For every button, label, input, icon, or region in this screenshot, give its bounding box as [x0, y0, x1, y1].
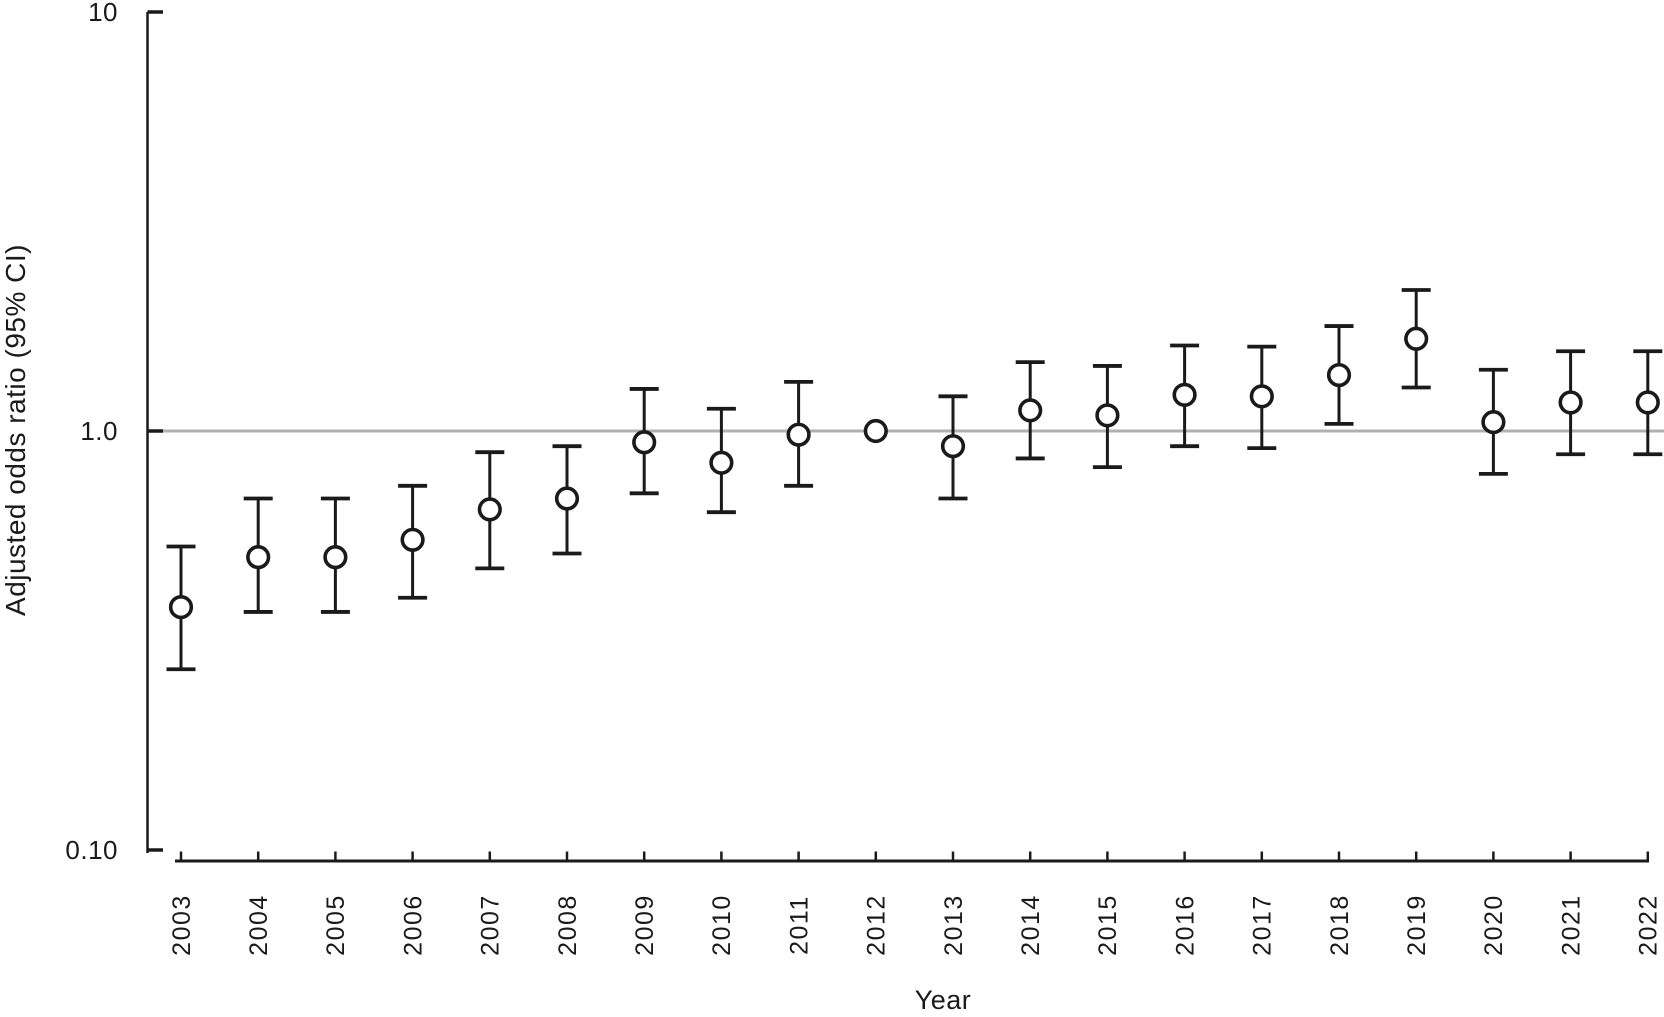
x-tick-label: 2003 [168, 894, 196, 956]
x-tick-label: 2016 [1171, 894, 1199, 956]
x-tick-label: 2015 [1094, 894, 1122, 956]
x-tick-label: 2005 [322, 894, 350, 956]
point-2011 [784, 379, 814, 488]
point-2010 [706, 406, 736, 515]
odds-ratio-marker [1404, 326, 1429, 351]
point-2014 [1015, 360, 1045, 461]
x-tick-label: 2017 [1249, 894, 1277, 956]
y-tick-label: 10 [88, 0, 118, 27]
odds-ratio-marker [1172, 382, 1197, 407]
x-tick-label: 2022 [1635, 894, 1663, 956]
x-tick-label: 2007 [477, 894, 505, 956]
odds-ratio-marker [477, 497, 502, 522]
point-2008 [552, 444, 582, 556]
x-tick-label: 2020 [1480, 894, 1508, 956]
point-2017 [1247, 344, 1277, 451]
x-tick-label: 2006 [399, 894, 427, 956]
odds-ratio-marker [554, 486, 580, 511]
x-tick-label: 2019 [1403, 894, 1431, 956]
x-tick-label: 2009 [631, 894, 659, 956]
odds-ratio-marker [1558, 390, 1583, 415]
x-axis-title: Year [914, 985, 972, 1015]
point-2004 [243, 496, 273, 614]
odds-ratio-marker [632, 430, 657, 455]
point-2022 [1633, 349, 1663, 457]
x-tick-label: 2018 [1326, 894, 1354, 956]
point-2016 [1170, 343, 1200, 449]
odds-ratio-marker [1018, 398, 1043, 423]
odds-ratio-marker [400, 527, 425, 552]
odds-ratio-marker [323, 545, 348, 570]
point-2015 [1092, 364, 1122, 470]
point-2012 [863, 418, 888, 444]
point-2019 [1401, 288, 1431, 390]
x-tick-label: 2014 [1017, 894, 1045, 956]
x-tick-label: 2010 [708, 894, 736, 956]
x-tick-label: 2013 [940, 894, 968, 956]
point-2003 [166, 544, 196, 672]
odds-ratio-marker [863, 418, 888, 444]
y-tick-label: 1.0 [80, 416, 118, 446]
odds-ratio-marker [168, 594, 194, 620]
odds-ratio-marker [786, 422, 811, 447]
x-tick-label: 2008 [554, 894, 582, 956]
odds-ratio-marker [1095, 403, 1120, 428]
point-2005 [320, 496, 350, 614]
odds-ratio-marker [1326, 362, 1352, 388]
x-tick-label: 2011 [785, 895, 813, 955]
x-tick-label: 2012 [863, 894, 891, 956]
point-2020 [1478, 367, 1508, 476]
x-tick-label: 2021 [1557, 894, 1585, 956]
point-2021 [1556, 349, 1586, 457]
odds-ratio-marker [940, 434, 966, 459]
y-tick-label: 0.10 [65, 835, 118, 865]
odds-ratio-marker [246, 545, 271, 570]
odds-ratio-marker [1635, 390, 1660, 415]
point-2009 [629, 387, 659, 496]
odds-ratio-marker [1249, 384, 1274, 409]
odds-ratio-marker [1481, 410, 1506, 435]
point-2007 [475, 450, 505, 571]
point-2018 [1324, 324, 1354, 426]
point-2013 [938, 394, 968, 501]
y-axis-title: Adjusted odds ratio (95% CI) [0, 244, 31, 616]
odds-ratio-marker [709, 450, 734, 475]
x-tick-label: 2004 [245, 894, 273, 956]
point-2006 [398, 483, 428, 600]
